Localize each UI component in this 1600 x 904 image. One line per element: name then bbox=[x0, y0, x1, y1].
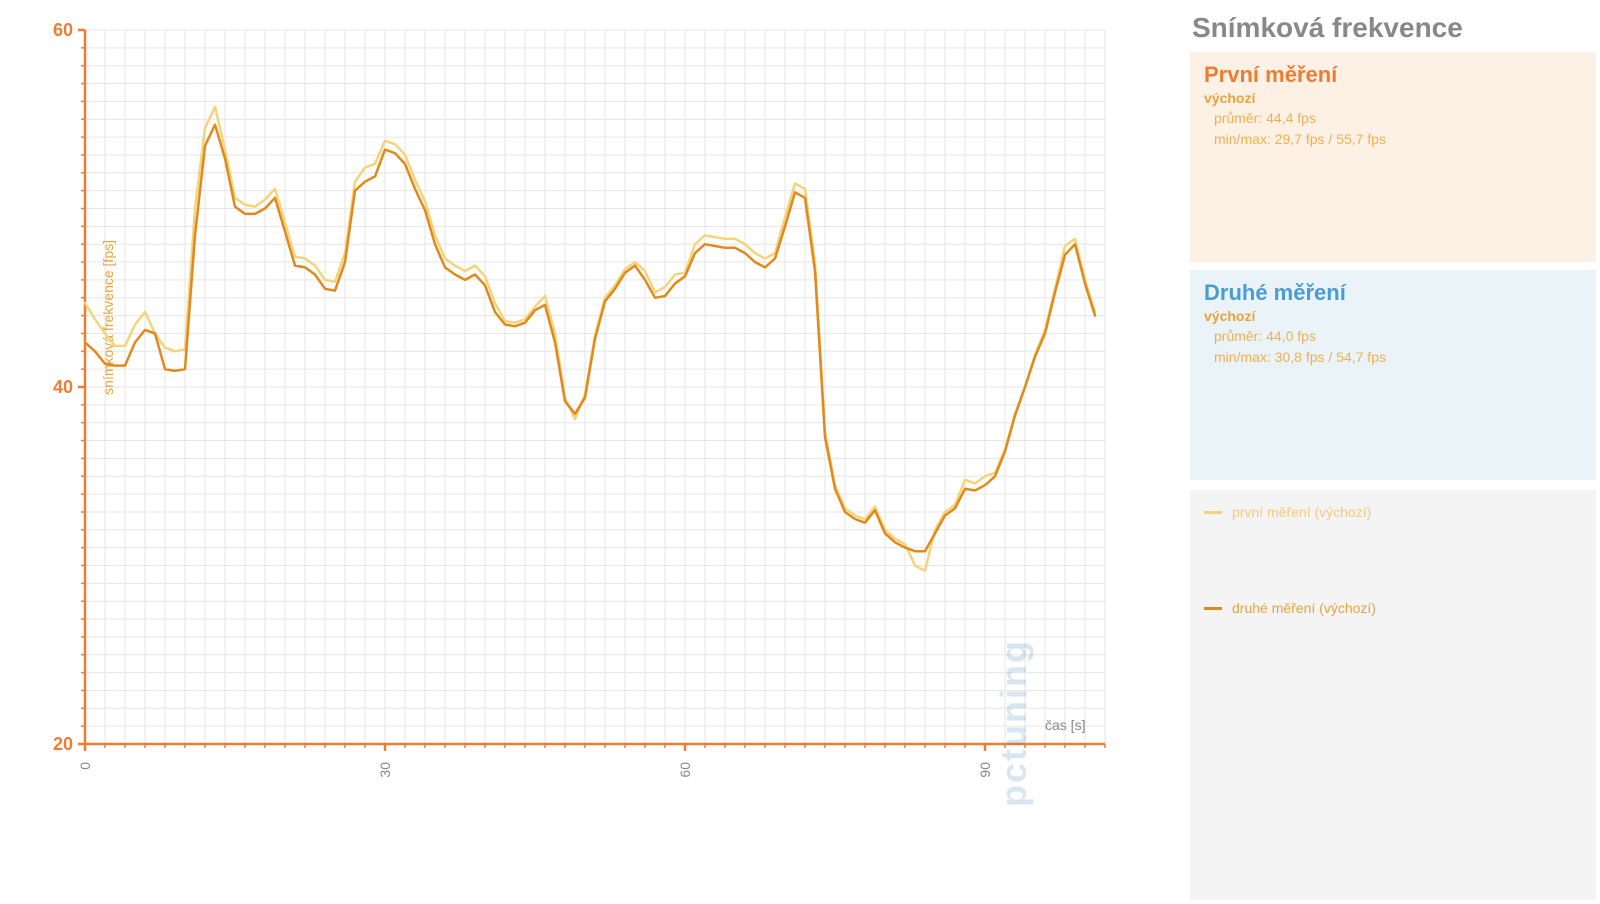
svg-text:0: 0 bbox=[77, 762, 93, 770]
svg-text:90: 90 bbox=[977, 762, 993, 778]
line-chart: 20 40 60 snímková frekvence [fps] 0 30 60 90 čas… bbox=[0, 0, 1180, 904]
svg-text:40: 40 bbox=[53, 377, 73, 397]
sidebar-title: Snímková frekvence bbox=[1180, 0, 1600, 48]
svg-text:čas [s]: čas [s] bbox=[1045, 717, 1085, 733]
svg-text:60: 60 bbox=[677, 762, 693, 778]
legend: první měření (výchozí) druhé měření (výc… bbox=[1190, 490, 1596, 900]
sidebar: Snímková frekvence První měření výchozí … bbox=[1180, 0, 1600, 904]
svg-text:30: 30 bbox=[377, 762, 393, 778]
panel1-title: První měření bbox=[1204, 62, 1582, 88]
svg-text:snímková frekvence [fps]: snímková frekvence [fps] bbox=[100, 240, 116, 395]
legend-item-2: druhé měření (výchozí) bbox=[1204, 600, 1582, 616]
legend-swatch-1 bbox=[1204, 511, 1222, 514]
panel2-minmax: min/max: 30,8 fps / 54,7 fps bbox=[1204, 347, 1582, 368]
panel1-subtitle: výchozí bbox=[1204, 90, 1582, 106]
legend-swatch-2 bbox=[1204, 607, 1222, 610]
panel2-avg: průměr: 44,0 fps bbox=[1204, 326, 1582, 347]
panel2-title: Druhé měření bbox=[1204, 280, 1582, 306]
legend-label-2: druhé měření (výchozí) bbox=[1232, 600, 1376, 616]
panel1-minmax: min/max: 29,7 fps / 55,7 fps bbox=[1204, 129, 1582, 150]
panel-second-measurement: Druhé měření výchozí průměr: 44,0 fps mi… bbox=[1190, 270, 1596, 480]
svg-text:20: 20 bbox=[53, 734, 73, 754]
panel-first-measurement: První měření výchozí průměr: 44,4 fps mi… bbox=[1190, 52, 1596, 262]
chart-container: 20 40 60 snímková frekvence [fps] 0 30 60 90 čas… bbox=[0, 0, 1180, 904]
legend-label-1: první měření (výchozí) bbox=[1232, 504, 1371, 520]
panel1-avg: průměr: 44,4 fps bbox=[1204, 108, 1582, 129]
panel2-subtitle: výchozí bbox=[1204, 308, 1582, 324]
legend-item-1: první měření (výchozí) bbox=[1204, 504, 1582, 520]
svg-text:60: 60 bbox=[53, 20, 73, 40]
